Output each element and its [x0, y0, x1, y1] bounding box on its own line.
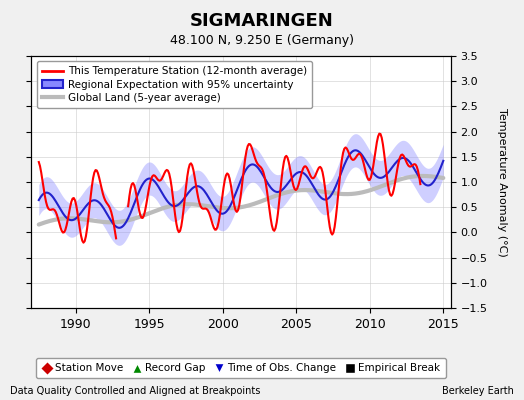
Y-axis label: Temperature Anomaly (°C): Temperature Anomaly (°C) — [497, 108, 507, 256]
Text: 48.100 N, 9.250 E (Germany): 48.100 N, 9.250 E (Germany) — [170, 34, 354, 47]
Text: Berkeley Earth: Berkeley Earth — [442, 386, 514, 396]
Legend: Station Move, Record Gap, Time of Obs. Change, Empirical Break: Station Move, Record Gap, Time of Obs. C… — [36, 358, 446, 378]
Text: SIGMARINGEN: SIGMARINGEN — [190, 12, 334, 30]
Text: Data Quality Controlled and Aligned at Breakpoints: Data Quality Controlled and Aligned at B… — [10, 386, 261, 396]
